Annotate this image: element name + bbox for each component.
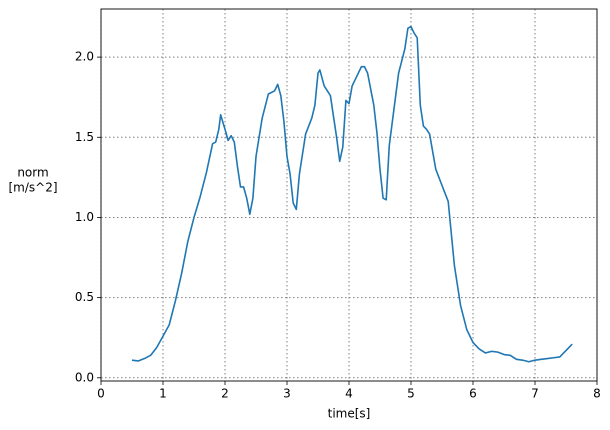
line-series [131,25,573,363]
x-tick-label: 4 [345,387,353,401]
plot-frame [100,8,598,382]
x-tick-label: 1 [159,387,167,401]
y-tick-label: 2.0 [75,50,94,64]
x-axis-label: time[s] [328,407,371,421]
x-tick-label: 8 [593,387,601,401]
x-tick-label: 3 [283,387,291,401]
y-axis-label: norm [17,166,48,180]
y-tick-label: 1.5 [75,130,94,144]
x-tick-label: 6 [469,387,477,401]
x-tick-label: 5 [407,387,415,401]
x-tick-label: 2 [221,387,229,401]
y-tick-label: 1.0 [75,210,94,224]
x-tick-label: 7 [531,387,539,401]
y-axis-label: [m/s^2] [8,181,57,195]
y-tick-label: 0.0 [75,370,94,384]
x-tick-label: 0 [97,387,105,401]
y-tick-label: 0.5 [75,290,94,304]
